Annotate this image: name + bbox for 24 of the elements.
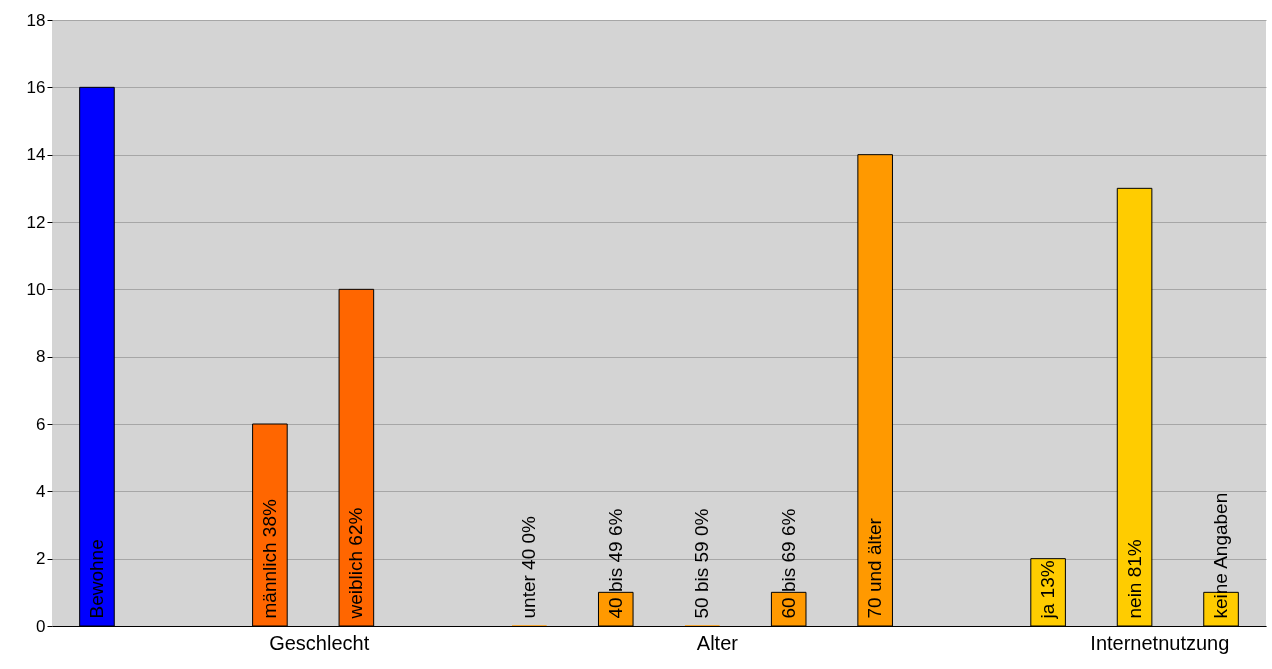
y-tick-label: 18 [26, 10, 46, 30]
x-tick-label: Bewohne [85, 539, 107, 619]
x-tick-label: männlich 38% [258, 499, 280, 619]
y-tick-label: 0 [36, 616, 46, 636]
x-tick-label: nein 81% [1123, 539, 1145, 619]
y-tick-label: 16 [26, 77, 46, 97]
y-tick-label: 10 [26, 279, 46, 299]
x-tick-label: ja 13% [1037, 560, 1059, 620]
y-tick-label: 8 [36, 347, 46, 367]
text: Alter [696, 632, 739, 654]
y-tick-label: 4 [36, 481, 46, 501]
text: Geschlecht [269, 632, 370, 654]
x-tick-label: unter 40 0% [518, 515, 540, 619]
x-tick-label: keine Angaben [1210, 492, 1232, 619]
x-tick-label: 60 bis 69 6% [777, 508, 799, 619]
y-tick-label: 6 [36, 414, 46, 434]
x-tick-label: 50 bis 59 0% [691, 508, 713, 619]
y-tick-label: 2 [36, 549, 46, 569]
x-tick-label: 70 und älter [864, 517, 886, 619]
y-tick-label: 12 [26, 212, 46, 232]
x-tick-label: weiblich 62% [345, 507, 367, 620]
x-tick-label: 40 bis 49 6% [604, 508, 626, 619]
text: Internetnutzung [1090, 632, 1230, 654]
y-tick-label: 14 [26, 145, 46, 165]
